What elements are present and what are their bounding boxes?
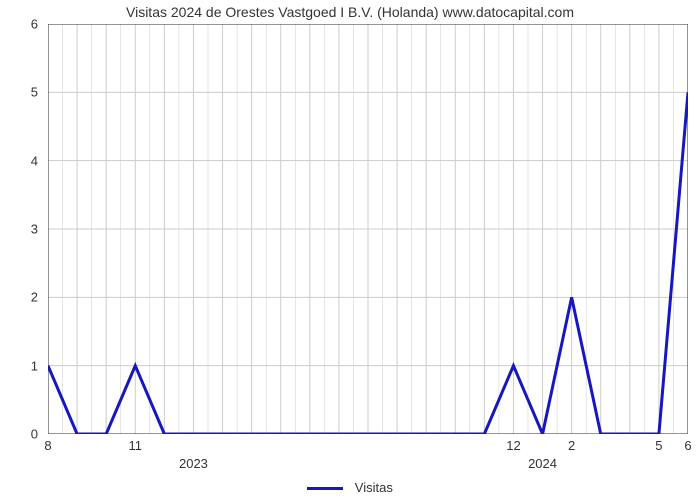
- y-tick-label: 5: [8, 85, 38, 100]
- legend-swatch: [307, 487, 343, 490]
- y-tick-label: 2: [8, 290, 38, 305]
- legend: Visitas: [0, 480, 700, 495]
- chart-container: Visitas 2024 de Orestes Vastgoed I B.V. …: [0, 0, 700, 500]
- x-tick-label: 8: [44, 438, 51, 453]
- y-tick-label: 6: [8, 17, 38, 32]
- x-category-label: 2023: [179, 456, 208, 471]
- y-tick-label: 1: [8, 358, 38, 373]
- chart-title: Visitas 2024 de Orestes Vastgoed I B.V. …: [0, 4, 700, 20]
- y-tick-label: 4: [8, 153, 38, 168]
- grid: [48, 24, 688, 434]
- x-tick-label: 11: [129, 438, 143, 453]
- y-tick-label: 0: [8, 427, 38, 442]
- x-tick-label: 2: [568, 438, 575, 453]
- legend-label: Visitas: [355, 480, 393, 495]
- plot-area: [48, 24, 688, 434]
- y-tick-label: 3: [8, 222, 38, 237]
- x-tick-label: 6: [684, 438, 691, 453]
- x-category-label: 2024: [528, 456, 557, 471]
- x-tick-label: 12: [506, 438, 520, 453]
- x-tick-label: 5: [655, 438, 662, 453]
